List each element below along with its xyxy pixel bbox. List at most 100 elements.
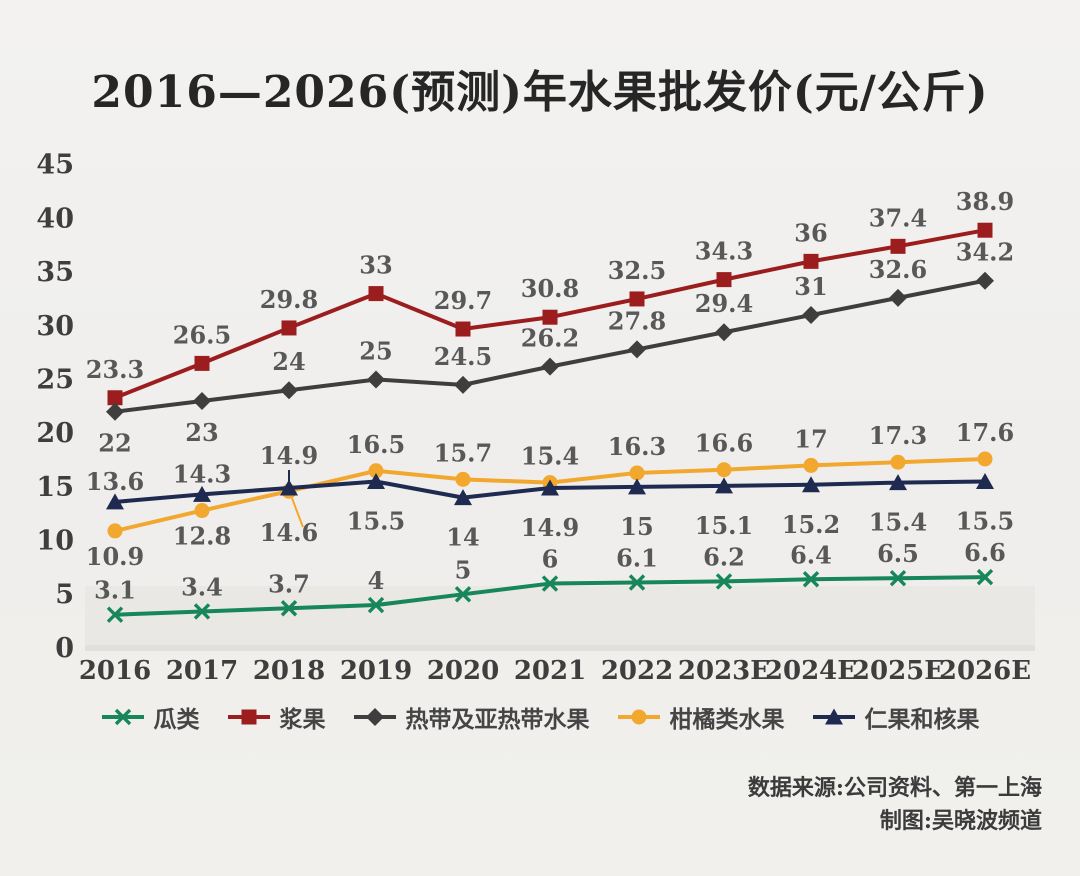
data-label-citrus: 15.4 — [521, 442, 579, 471]
data-label-pome-stone: 14.9 — [260, 441, 318, 470]
data-label-citrus: 15.7 — [434, 438, 492, 467]
pome-stone-marker — [628, 478, 646, 495]
series-tropical: 22 23 24 25 24.5 26.2 27.8 29.4 31 32.6 34.2 — [98, 238, 1014, 458]
melons-marker — [628, 574, 646, 591]
data-label-citrus: 16.3 — [608, 432, 666, 461]
data-label-berries: 33 — [359, 251, 392, 280]
label-leader-line — [291, 497, 304, 528]
x-axis-tick-label: 2020 — [427, 656, 499, 686]
tropical-marker — [454, 375, 472, 394]
melons-marker — [193, 603, 211, 620]
melons-marker — [454, 586, 472, 603]
x-marker-stroke — [802, 571, 820, 588]
pome-stone-marker — [280, 479, 298, 496]
x-marker-stroke — [114, 708, 131, 726]
data-label-tropical: 32.6 — [869, 255, 927, 284]
pome-stone-marker — [802, 476, 820, 493]
data-label-tropical: 24 — [272, 347, 305, 376]
data-label-melons: 6 — [542, 545, 559, 574]
data-label-citrus: 16.6 — [695, 429, 753, 458]
legend-item-melons: 瓜类 — [101, 700, 200, 734]
berries-marker — [629, 291, 645, 307]
data-label-citrus: 17 — [794, 424, 827, 453]
tropical-marker — [193, 391, 211, 410]
source-line-data: 数据来源:公司资料、第一上海 — [747, 775, 1042, 801]
citrus-marker — [455, 471, 471, 487]
pome-stone-marker — [976, 473, 994, 490]
legend-item-citrus: 柑橘类水果 — [617, 700, 785, 734]
y-axis-tick-label: 30 — [36, 311, 74, 342]
x-axis-tick-label: 2017 — [166, 656, 238, 686]
y-axis-tick-label: 5 — [55, 579, 74, 610]
data-label-pome-stone: 13.6 — [86, 467, 144, 496]
pome-stone-legend-marker — [824, 708, 843, 725]
pome-stone-marker — [541, 479, 559, 496]
data-label-tropical: 29.4 — [695, 289, 753, 318]
legend-item-tropical: 热带及亚热带水果 — [353, 700, 590, 734]
x-marker-stroke — [280, 600, 298, 617]
tropical-marker — [889, 288, 907, 307]
y-axis-tick-label: 15 — [36, 472, 74, 503]
legend-item-berries: 浆果 — [227, 700, 326, 734]
tropical-legend-marker-icon — [353, 708, 396, 726]
citrus-marker — [107, 523, 123, 539]
melons-marker — [106, 606, 124, 623]
data-label-citrus: 17.6 — [956, 418, 1014, 447]
data-label-berries: 30.8 — [521, 274, 579, 303]
x-axis-tick-label: 2025E — [852, 656, 944, 686]
melons-legend-marker — [114, 708, 131, 726]
berries-marker — [890, 238, 906, 254]
data-label-melons: 6.6 — [964, 538, 1006, 567]
data-label-berries: 23.3 — [86, 355, 144, 384]
tropical-marker — [106, 402, 124, 421]
pome-stone-marker — [454, 489, 472, 506]
data-label-pome-stone: 15.4 — [869, 508, 927, 537]
legend-item-label: 热带及亚热带水果 — [405, 706, 590, 733]
x-axis-tick-label: 2024E — [765, 656, 857, 686]
x-marker-stroke — [976, 568, 994, 586]
citrus-marker — [803, 457, 819, 473]
berries-legend-marker-icon — [227, 709, 270, 725]
berries-legend-marker — [241, 709, 256, 725]
melons-marker — [976, 568, 994, 586]
legend-item-label: 仁果和核果 — [864, 706, 980, 733]
tropical-marker — [715, 323, 733, 342]
data-label-pome-stone: 15.2 — [782, 510, 840, 539]
melons-marker — [280, 600, 298, 617]
data-label-pome-stone: 15.5 — [347, 507, 405, 536]
x-axis-tick-label: 2026E — [939, 656, 1031, 686]
x-axis-line — [85, 645, 1035, 651]
x-axis-tick-label: 2019 — [340, 656, 412, 686]
tropical-legend-marker — [365, 708, 384, 726]
data-label-melons: 6.5 — [877, 539, 919, 568]
x-marker-stroke — [541, 575, 559, 592]
melons-marker — [541, 575, 559, 592]
x-marker-stroke — [715, 573, 733, 590]
chart-title: 2016—2026(预测)年水果批发价(元/公斤) — [91, 67, 989, 118]
series-berries: 23.3 26.5 29.8 33 29.7 30.8 32.5 34.3 36 37.4 38.9 — [86, 187, 1014, 406]
data-label-pome-stone: 15.5 — [956, 507, 1014, 536]
citrus-marker — [977, 451, 993, 467]
y-axis-tick-label: 0 — [55, 633, 74, 664]
x-marker-stroke — [454, 586, 472, 603]
berries-marker — [194, 355, 210, 371]
source-note: 数据来源:公司资料、第一上海 制图:吴晓波频道 — [748, 772, 1042, 838]
tropical-marker — [280, 381, 298, 400]
berries-marker — [281, 320, 297, 336]
melons-marker — [367, 596, 385, 614]
berries-marker — [368, 286, 384, 302]
berries-marker — [542, 309, 558, 325]
citrus-marker — [194, 503, 210, 519]
data-label-citrus: 14.6 — [260, 518, 318, 547]
x-marker-stroke — [106, 606, 124, 623]
y-axis-tick-label: 45 — [36, 150, 74, 181]
data-label-tropical: 25 — [359, 337, 392, 366]
data-label-tropical: 34.2 — [956, 238, 1014, 267]
pome-stone-marker — [193, 485, 211, 502]
data-label-citrus: 10.9 — [86, 542, 144, 571]
tropical-marker — [976, 271, 994, 290]
data-label-berries: 36 — [794, 218, 827, 247]
berries-marker — [803, 253, 819, 269]
